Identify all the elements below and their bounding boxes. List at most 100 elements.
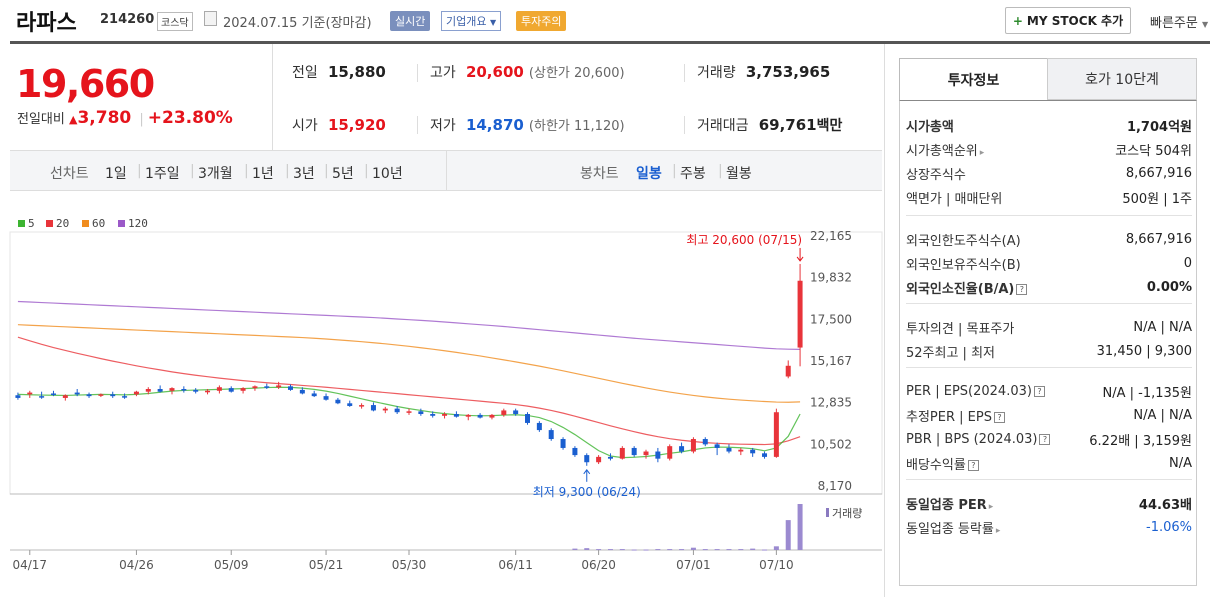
line-period-2[interactable]: 3개월 — [198, 166, 233, 182]
help-icon[interactable]: ? — [1039, 433, 1051, 445]
candle-body — [406, 411, 412, 413]
x-tick-label: 04/26 — [119, 558, 154, 572]
info-label[interactable]: 시가총액순위 ▸ — [906, 140, 984, 159]
volume-bar — [738, 549, 744, 551]
volume-bar — [785, 520, 791, 550]
info-label-text: 외국인보유주식수(B) — [906, 257, 1021, 273]
volume-bar — [631, 549, 637, 551]
line-period-4[interactable]: 3년 — [293, 166, 315, 182]
change-label: 전일대비 — [17, 112, 65, 127]
divider — [417, 116, 418, 134]
prev-close: 전일 15,880 — [292, 62, 386, 82]
info-label[interactable]: 동일업종 등락률 ▸ — [906, 518, 1000, 537]
line-period-0[interactable]: 1일 — [105, 166, 127, 182]
candle-body — [228, 388, 234, 392]
info-label-text: 투자의견 | 목표주가 — [906, 321, 1015, 337]
candle-body — [738, 449, 744, 452]
line-period-1[interactable]: 1주일 — [145, 166, 180, 182]
volume-bar — [773, 546, 779, 550]
market-badge: 코스닥 — [157, 12, 193, 31]
volume-bar — [714, 549, 720, 551]
open-value: 15,920 — [327, 116, 386, 134]
divider: | — [285, 163, 290, 179]
candle-body — [74, 392, 80, 395]
divider — [417, 64, 418, 82]
candle-body — [27, 392, 33, 395]
chevron-right-icon: ▸ — [979, 147, 985, 158]
info-value: 0.00% — [1146, 279, 1192, 295]
info-label-text: 추정PER | EPS — [906, 409, 992, 425]
volume-bar — [667, 549, 673, 551]
stock-code: 214260 — [100, 12, 155, 27]
legend-label: 5 — [28, 217, 35, 230]
chevron-right-icon: ▸ — [995, 525, 1001, 536]
low-price: 저가 14,870 (하한가 11,120) — [430, 115, 625, 135]
candle-body — [453, 414, 459, 417]
candle-body — [773, 412, 779, 457]
candle-period-2[interactable]: 월봉 — [726, 166, 752, 182]
candle-period-1[interactable]: 주봉 — [680, 166, 706, 182]
info-row: 동일업종 PER ▸ 44.63배 — [906, 491, 1192, 515]
candle-body — [596, 456, 602, 463]
info-label: PER | EPS(2024.03)? — [906, 384, 1045, 399]
candle-body — [86, 394, 92, 397]
high-price: 고가 20,600 (상한가 20,600) — [430, 62, 625, 82]
info-row: 추정PER | EPS? N/A | N/A — [906, 403, 1192, 427]
info-value: N/A | N/A — [1133, 407, 1192, 423]
divider: | — [137, 163, 142, 179]
volume-info: 거래량 3,753,965 — [697, 62, 830, 82]
info-label-text: 상장주식수 — [906, 167, 966, 183]
add-mystock-button[interactable]: + MY STOCK 추가 — [1005, 7, 1131, 34]
line-period-5[interactable]: 5년 — [332, 166, 354, 182]
info-label-text: 시가총액 — [906, 119, 954, 135]
realtime-button[interactable]: 실시간 — [390, 11, 431, 31]
volume-bar — [726, 549, 732, 551]
candle-body — [714, 444, 720, 448]
candle-period-0[interactable]: 일봉 — [636, 166, 662, 182]
info-label: 52주최고 | 최저 — [906, 342, 995, 361]
amount-label: 거래대금 — [697, 118, 749, 134]
candle-body — [501, 410, 507, 415]
y-tick-label: 19,832 — [810, 271, 852, 285]
tab-orderbook[interactable]: 호가 10단계 — [1047, 58, 1197, 100]
line-period-3[interactable]: 1년 — [252, 166, 274, 182]
help-icon[interactable]: ? — [1033, 385, 1045, 397]
divider: | — [244, 163, 249, 179]
y-tick-label: 8,170 — [818, 479, 852, 493]
high-arrow-head — [796, 256, 804, 262]
candle-body — [311, 393, 317, 397]
line-chart-label: 선차트 — [50, 166, 89, 182]
company-overview-dropdown[interactable]: 기업개요 ▼ — [441, 11, 502, 31]
candle-body — [287, 386, 293, 390]
quick-order-link[interactable]: 빠른주문 ▼ — [1150, 12, 1208, 31]
info-value: -1.06% — [1146, 519, 1192, 535]
info-value: 1,704억원 — [1126, 119, 1192, 135]
info-label[interactable]: 동일업종 PER ▸ — [906, 494, 993, 513]
candle-body — [513, 410, 519, 415]
info-label: 추정PER | EPS? — [906, 406, 1005, 425]
candle-body — [465, 414, 471, 417]
divider — [684, 64, 685, 82]
high-label: 고가 — [430, 65, 456, 81]
tab-investment-info[interactable]: 투자정보 — [899, 58, 1048, 100]
divider — [272, 44, 273, 150]
help-icon[interactable]: ? — [993, 411, 1005, 423]
volume-bar — [702, 549, 708, 551]
legend-label: 120 — [128, 217, 148, 230]
current-price: 19,660 — [16, 62, 155, 106]
info-label: PBR | BPS (2024.03)? — [906, 432, 1051, 447]
help-icon[interactable]: ? — [1016, 283, 1028, 295]
date-value: 2024.07.15 — [223, 16, 298, 31]
line-period-6[interactable]: 10년 — [372, 166, 403, 182]
volume-bar — [572, 548, 578, 550]
high-annotation: 최고 20,600 (07/15) — [686, 233, 802, 247]
info-value: 0 — [1183, 255, 1192, 271]
add-mystock-label: MY STOCK 추가 — [1026, 14, 1124, 28]
candle-body — [370, 405, 376, 411]
candle-body — [216, 387, 222, 391]
candle-body — [560, 439, 566, 448]
candle-body — [536, 422, 542, 431]
help-icon[interactable]: ? — [967, 459, 979, 471]
x-tick-label: 05/09 — [214, 558, 249, 572]
volume-bar — [762, 549, 768, 551]
